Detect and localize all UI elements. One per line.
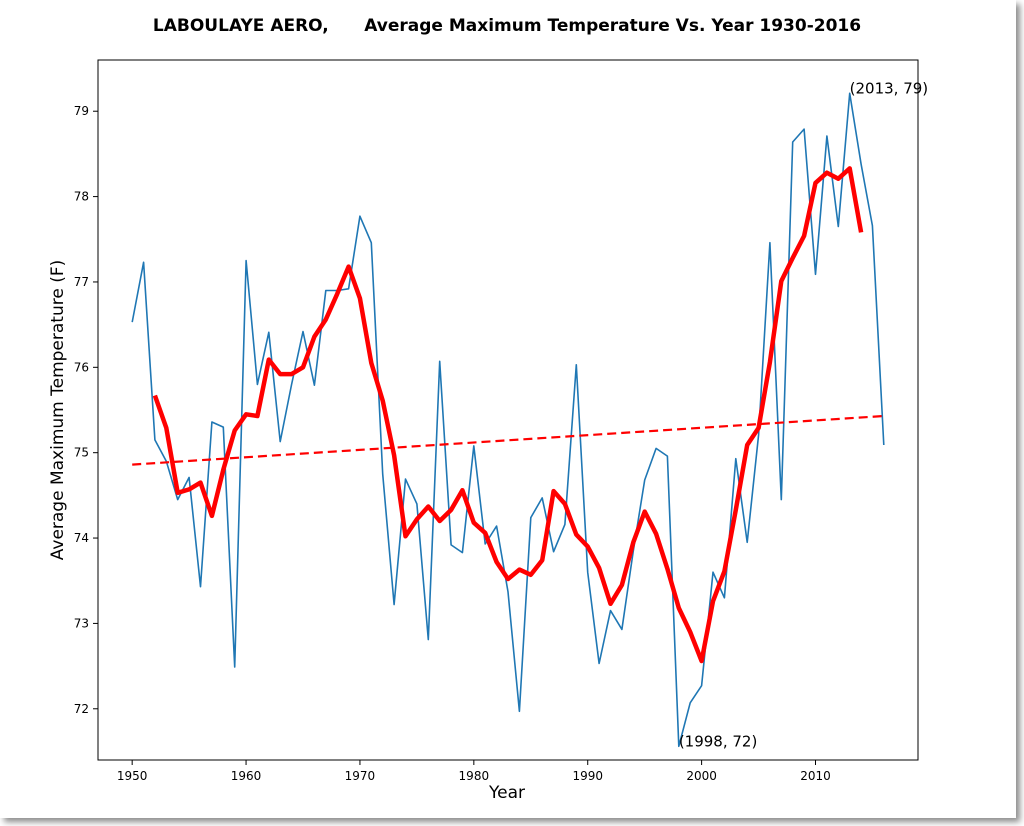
y-tick-label: 74 bbox=[74, 531, 89, 545]
series-line-smooth bbox=[152, 166, 864, 664]
series-line-annual bbox=[131, 92, 885, 748]
chart-title: LABOULAYE AERO, Average Maximum Temperat… bbox=[153, 16, 861, 36]
y-tick-label: 78 bbox=[74, 190, 89, 204]
x-tick-label: 1960 bbox=[231, 769, 262, 783]
y-tick-label: 79 bbox=[74, 104, 89, 118]
x-axis-label: Year bbox=[488, 783, 525, 803]
y-tick-label: 77 bbox=[74, 275, 89, 289]
plot-frame bbox=[97, 59, 919, 761]
x-tick-label: 1980 bbox=[459, 769, 490, 783]
annotation-label: (1998, 72) bbox=[679, 732, 758, 750]
y-axis-label: Average Maximum Temperature (F) bbox=[48, 260, 68, 561]
series-line-trend bbox=[132, 414, 884, 466]
y-tick-label: 75 bbox=[74, 446, 89, 460]
x-tick-label: 1970 bbox=[345, 769, 376, 783]
x-tick-label: 2010 bbox=[800, 769, 831, 783]
annotation-label: (2013, 79) bbox=[850, 79, 929, 97]
x-tick-label: 2000 bbox=[686, 769, 717, 783]
x-tick-label: 1950 bbox=[117, 769, 148, 783]
x-tick-label: 1990 bbox=[572, 769, 603, 783]
y-tick-label: 72 bbox=[74, 702, 89, 716]
y-tick-label: 76 bbox=[74, 360, 89, 374]
plot-area: 1950 1960 1970 1980 1990 2000 2010 72 73 74 75 76 77… bbox=[74, 59, 929, 783]
y-tick-label: 73 bbox=[74, 616, 89, 630]
